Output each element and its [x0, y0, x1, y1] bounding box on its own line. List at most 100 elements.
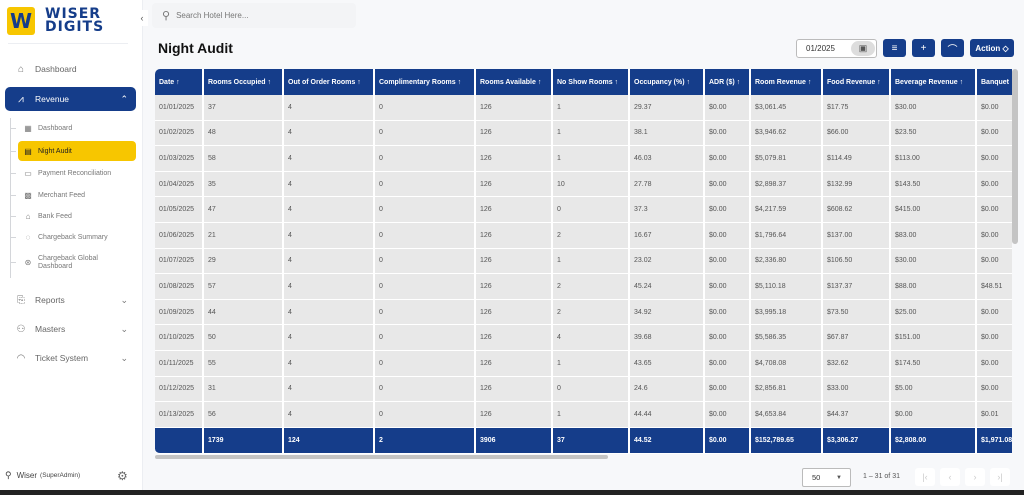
filter-icon: ≡: [891, 42, 898, 54]
table-cell: $0.00: [705, 274, 751, 300]
table-row[interactable]: 01/04/2025 35 4 0 126 10 27.78 $0.00 $2,898.37 $1…: [155, 171, 1012, 198]
chevron-down-icon: ⌄: [120, 294, 128, 305]
logo-mark: W: [7, 7, 35, 35]
table-cell: 23.02: [630, 248, 705, 275]
vertical-scrollbar[interactable]: [1012, 69, 1018, 244]
table-cell: $88.00: [891, 274, 977, 300]
table-cell: 27.78: [630, 171, 705, 198]
table-cell: 4: [284, 299, 375, 326]
last-page-button[interactable]: ›|: [990, 468, 1010, 486]
col-rooms-occupied[interactable]: Rooms Occupied ↑: [204, 69, 284, 95]
gear-icon[interactable]: ⚙: [117, 469, 128, 483]
sidebar-item-masters[interactable]: ⚇ Masters ⌄: [5, 317, 136, 341]
subnav-chargeback-global-dashboard[interactable]: ⊛ Chargeback Global Dashboard: [10, 252, 136, 274]
search-bar[interactable]: ⚲: [152, 3, 356, 28]
table-row[interactable]: 01/08/2025 57 4 0 126 2 45.24 $0.00 $5,110.18 $13…: [155, 274, 1012, 300]
table-cell: $2,336.80: [751, 248, 823, 275]
search-input[interactable]: [176, 11, 337, 20]
table-cell: 01/01/2025: [155, 95, 204, 121]
page-size-select[interactable]: 50 ▼: [802, 468, 851, 487]
chevron-down-icon: ⌄: [120, 352, 128, 363]
logo-line2: DIGITS: [45, 19, 105, 35]
col-beverage-revenue[interactable]: Beverage Revenue ↑: [891, 69, 977, 95]
month-picker[interactable]: 01/2025 ▣: [796, 39, 877, 58]
col-room-revenue[interactable]: Room Revenue ↑: [751, 69, 823, 95]
clipboard-icon: ▤: [24, 146, 32, 156]
table-row[interactable]: 01/02/2025 48 4 0 126 1 38.1 $0.00 $3,946.62 $66.…: [155, 120, 1012, 147]
table-cell: 29.37: [630, 95, 705, 121]
table-cell: 126: [476, 95, 553, 121]
subnav-night-audit[interactable]: ▤ Night Audit: [10, 141, 136, 161]
subnav-dashboard[interactable]: ▦ Dashboard: [10, 118, 136, 138]
search-icon: ⚲: [162, 10, 171, 22]
table-row[interactable]: 01/11/2025 55 4 0 126 1 43.65 $0.00 $4,708.08 $32…: [155, 350, 1012, 377]
table-cell: $0.00: [977, 222, 1012, 249]
col-no-show[interactable]: No Show Rooms ↑: [553, 69, 630, 95]
subnav-label: Night Audit: [38, 147, 72, 155]
subnav-bank-feed[interactable]: ⌂ Bank Feed: [10, 206, 136, 226]
subnav-chargeback-summary[interactable]: ◌ Chargeback Summary: [10, 227, 136, 247]
chart-button[interactable]: ⌒: [941, 39, 964, 57]
table-cell: $4,653.84: [751, 402, 823, 428]
col-rooms-available[interactable]: Rooms Available ↑: [476, 69, 553, 95]
col-complimentary[interactable]: Complimentary Rooms ↑: [375, 69, 476, 95]
table-cell: $3,061.45: [751, 95, 823, 121]
user-profile[interactable]: ⚲ Wiser (SuperAdmin): [5, 470, 80, 481]
col-food-revenue[interactable]: Food Revenue ↑: [823, 69, 891, 95]
sidebar: W WISER DIGITS ⌂ Dashboard ⩘ Revenue ⌃ ▦…: [0, 0, 143, 490]
col-banquet[interactable]: Banquet: [977, 69, 1012, 95]
table-cell: 01/06/2025: [155, 222, 204, 249]
subnav-label: Chargeback Global Dashboard: [38, 255, 98, 270]
sidebar-item-dashboard[interactable]: ⌂ Dashboard: [5, 57, 136, 81]
table-cell: $0.00: [705, 146, 751, 172]
sidebar-item-revenue[interactable]: ⩘ Revenue ⌃: [5, 87, 136, 111]
table-cell: $3,946.62: [751, 120, 823, 147]
table-row[interactable]: 01/07/2025 29 4 0 126 1 23.02 $0.00 $2,336.80 $10…: [155, 248, 1012, 275]
sidebar-item-reports[interactable]: ⎘ Reports ⌄: [5, 288, 136, 312]
table-row[interactable]: 01/12/2025 31 4 0 126 0 24.6 $0.00 $2,856.81 $33.…: [155, 376, 1012, 403]
col-occupancy[interactable]: Occupancy (%) ↑: [630, 69, 705, 95]
table-cell: 126: [476, 376, 553, 403]
table-row[interactable]: 01/13/2025 56 4 0 126 1 44.44 $0.00 $4,653.84 $44…: [155, 402, 1012, 428]
table-cell: $25.00: [891, 299, 977, 326]
total-cell: 1739: [204, 427, 284, 454]
collapse-sidebar-button[interactable]: ‹: [136, 10, 148, 26]
table-cell: $83.00: [891, 222, 977, 249]
table-cell: 01/10/2025: [155, 325, 204, 351]
prev-page-button[interactable]: ‹: [940, 468, 960, 486]
table-cell: $5,586.35: [751, 325, 823, 351]
subnav-merchant-feed[interactable]: ▩ Merchant Feed: [10, 185, 136, 205]
table-row[interactable]: 01/09/2025 44 4 0 126 2 34.92 $0.00 $3,995.18 $73…: [155, 299, 1012, 326]
table-cell: $33.00: [823, 376, 891, 403]
calendar-icon[interactable]: ▣: [851, 41, 875, 56]
table-cell: 1: [553, 146, 630, 172]
action-button[interactable]: Action ◇: [970, 39, 1014, 57]
table-cell: 4: [284, 95, 375, 121]
table-cell: $73.50: [823, 299, 891, 326]
col-out-of-order[interactable]: Out of Order Rooms ↑: [284, 69, 375, 95]
table-row[interactable]: 01/01/2025 37 4 0 126 1 29.37 $0.00 $3,061.45 $17…: [155, 95, 1012, 121]
table-cell: 01/03/2025: [155, 146, 204, 172]
first-page-button[interactable]: |‹: [915, 468, 935, 486]
horizontal-scrollbar[interactable]: [155, 455, 608, 459]
total-cell: 2: [375, 427, 476, 454]
table-cell: 126: [476, 146, 553, 172]
next-page-button[interactable]: ›: [965, 468, 985, 486]
table-cell: 1: [553, 120, 630, 147]
table-row[interactable]: 01/10/2025 50 4 0 126 4 39.68 $0.00 $5,586.35 $67…: [155, 325, 1012, 351]
subnav-payment-reconciliation[interactable]: ▭ Payment Reconciliation: [10, 163, 136, 183]
sidebar-item-ticket-system[interactable]: ◠ Ticket System ⌄: [5, 346, 136, 370]
table-cell: 47: [204, 197, 284, 223]
col-adr[interactable]: ADR ($) ↑: [705, 69, 751, 95]
table-cell: $114.49: [823, 146, 891, 172]
filter-button[interactable]: ≡: [883, 39, 906, 57]
total-cell: 37: [553, 427, 630, 454]
table-cell: 31: [204, 376, 284, 403]
table-row[interactable]: 01/05/2025 47 4 0 126 0 37.3 $0.00 $4,217.59 $608…: [155, 197, 1012, 223]
col-date[interactable]: Date ↑: [155, 69, 204, 95]
home-icon: ⌂: [17, 63, 25, 75]
table-row[interactable]: 01/03/2025 58 4 0 126 1 46.03 $0.00 $5,079.81 $11…: [155, 146, 1012, 172]
table-cell: 50: [204, 325, 284, 351]
table-row[interactable]: 01/06/2025 21 4 0 126 2 16.67 $0.00 $1,796.64 $13…: [155, 222, 1012, 249]
add-button[interactable]: +: [912, 39, 935, 57]
